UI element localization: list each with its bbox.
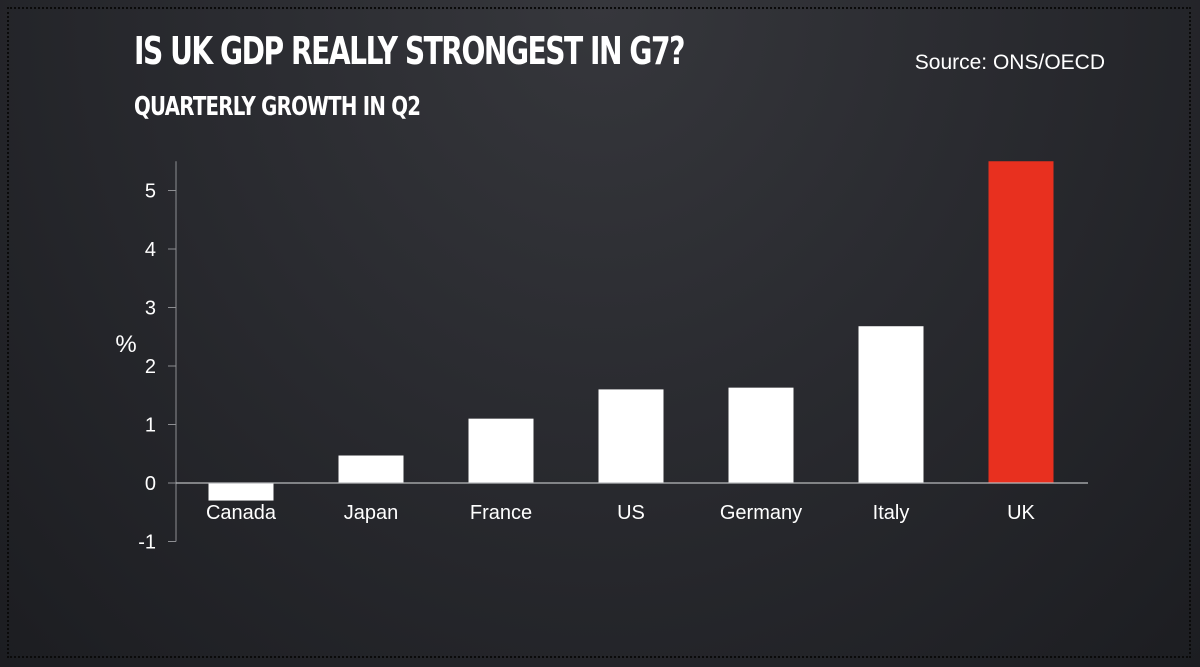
y-tick-label: -1 bbox=[138, 532, 156, 554]
x-tick-label: France bbox=[470, 502, 532, 524]
chart-subtitle: QUARTERLY GROWTH IN Q2 bbox=[134, 92, 421, 122]
bar-france bbox=[468, 418, 534, 483]
dotted-border bbox=[7, 7, 1191, 658]
bar-germany bbox=[728, 387, 794, 483]
bar-italy bbox=[858, 326, 924, 483]
y-tick-label: 3 bbox=[145, 298, 156, 320]
bar-us bbox=[598, 389, 664, 483]
y-tick-label: 2 bbox=[145, 356, 156, 378]
x-tick-label: Japan bbox=[344, 502, 399, 524]
y-tick-label: 0 bbox=[145, 473, 156, 495]
bar-canada bbox=[208, 483, 274, 501]
x-tick-label: US bbox=[617, 502, 645, 524]
x-tick-label: Italy bbox=[873, 502, 910, 524]
y-tick-label: 1 bbox=[145, 415, 156, 437]
y-tick-label: 5 bbox=[145, 181, 156, 203]
y-tick-label: 4 bbox=[145, 239, 156, 261]
source-note: Source: ONS/OECD bbox=[914, 51, 1105, 74]
x-tick-label: UK bbox=[1007, 502, 1035, 524]
bar-uk bbox=[988, 161, 1054, 483]
chart-title: IS UK GDP REALLY STRONGEST IN G7? bbox=[134, 29, 685, 73]
y-axis: -1 0 1 2 3 4 5% bbox=[115, 161, 177, 554]
bars bbox=[208, 161, 1054, 501]
x-tick-label: Germany bbox=[720, 502, 802, 524]
x-tick-label: Canada bbox=[206, 502, 277, 524]
bar-japan bbox=[338, 455, 404, 483]
y-axis-label: % bbox=[115, 331, 136, 358]
category-labels: Canada Japan France US Germany Italy UK bbox=[206, 502, 1036, 524]
